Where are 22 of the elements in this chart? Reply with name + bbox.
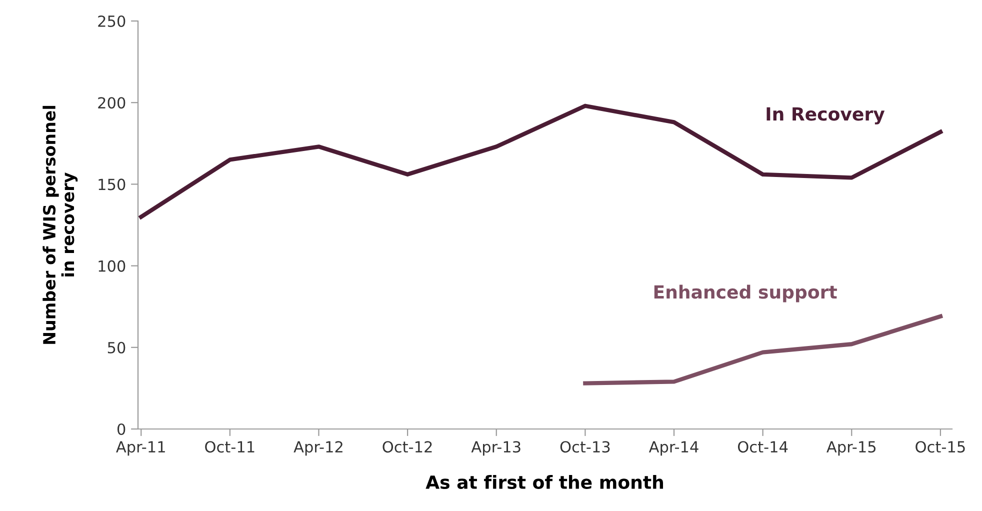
x-tick-label: Oct-12 [382,441,432,453]
y-tick-label: 50 [108,342,126,354]
line-series [139,104,943,219]
x-tick-label: Oct-13 [560,441,610,453]
x-axis-title: As at first of the month [426,475,664,490]
x-tick-label: Apr-14 [648,441,698,456]
x-tick-label: Apr-12 [294,441,342,456]
x-tick-label: Oct-11 [205,441,254,453]
x-tick-label: Oct-15 [916,441,965,453]
y-tick-label: 100 [98,260,126,272]
x-tick-label: Apr-13 [471,441,520,456]
y-tick-label: 250 [98,15,126,28]
x-tick-label: Apr-11 [116,441,165,456]
x-tick-label: Oct-14 [738,441,788,453]
text: Enhanced support [654,284,837,302]
y-tick-label: 200 [98,97,126,109]
series-label: In Recovery [766,107,885,124]
y-tick-label: 150 [98,178,126,190]
y-axis-title: Number of WIS personnel in recovery [42,106,78,344]
x-tick-label: Apr-15 [826,441,876,456]
y-tick-label: 0 [117,423,126,436]
line-series [583,314,943,386]
